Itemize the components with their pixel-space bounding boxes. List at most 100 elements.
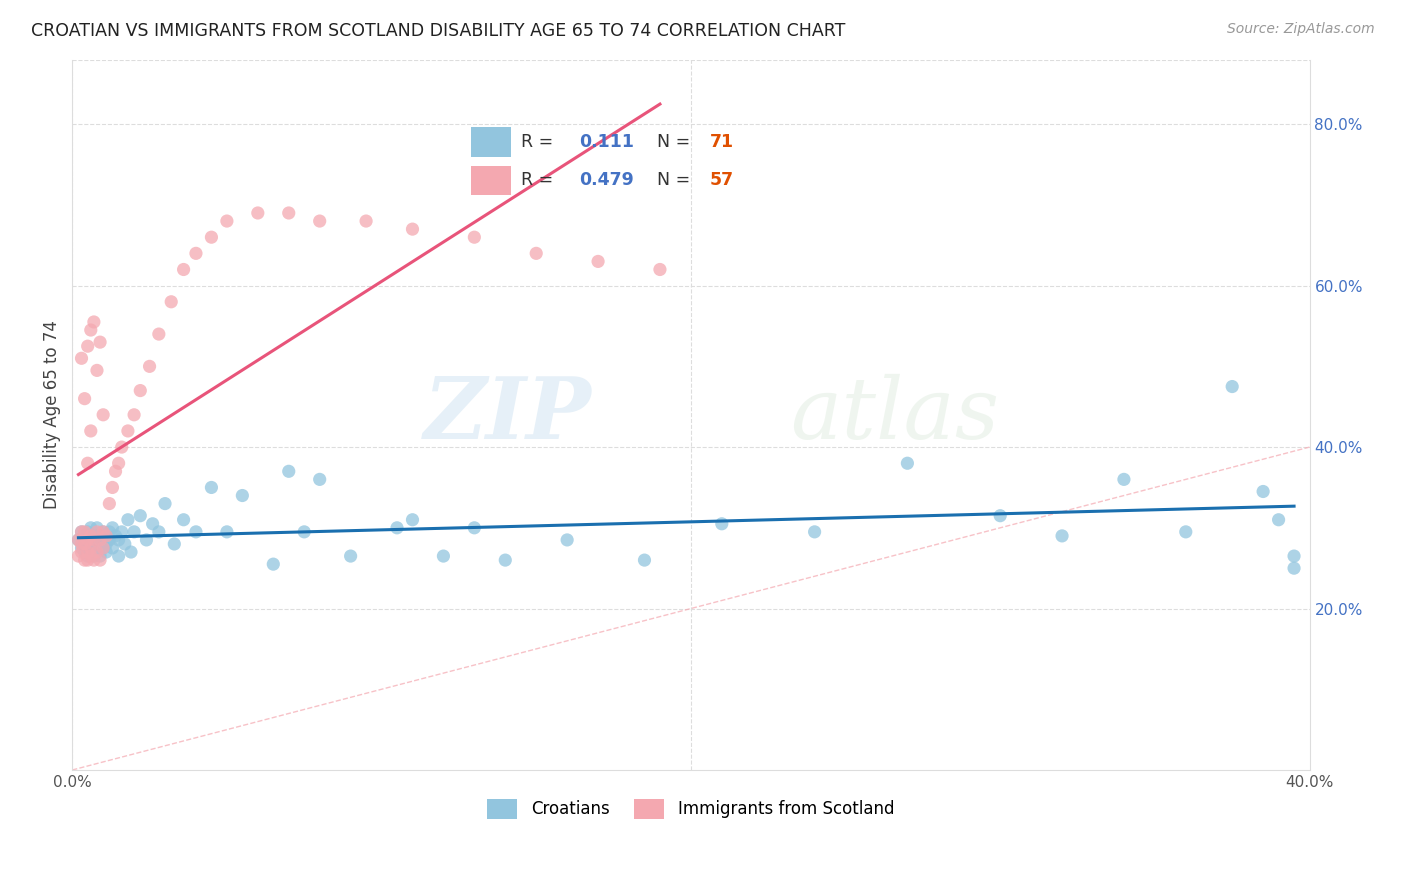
Point	[215, 524, 238, 539]
Point	[104, 464, 127, 478]
Point	[988, 508, 1011, 523]
Point	[83, 545, 105, 559]
Point	[308, 214, 330, 228]
Point	[1112, 472, 1135, 486]
Point	[896, 456, 918, 470]
Point	[385, 521, 408, 535]
Point	[98, 524, 121, 539]
Point	[86, 363, 108, 377]
Point	[104, 529, 127, 543]
Legend: Croatians, Immigrants from Scotland: Croatians, Immigrants from Scotland	[481, 792, 901, 826]
Point	[1251, 484, 1274, 499]
Point	[1174, 524, 1197, 539]
Point	[339, 549, 361, 563]
Point	[111, 524, 134, 539]
Point	[308, 472, 330, 486]
Point	[89, 529, 111, 543]
Point	[354, 214, 377, 228]
Point	[96, 529, 118, 543]
Point	[70, 545, 93, 559]
Point	[710, 516, 733, 531]
Text: ZIP: ZIP	[425, 373, 592, 457]
Point	[117, 513, 139, 527]
Point	[111, 440, 134, 454]
Point	[70, 524, 93, 539]
Point	[138, 359, 160, 374]
Point	[803, 524, 825, 539]
Point	[122, 524, 145, 539]
Point	[80, 549, 103, 563]
Point	[173, 513, 195, 527]
Point	[73, 545, 96, 559]
Point	[1220, 379, 1243, 393]
Point	[277, 464, 299, 478]
Point	[89, 335, 111, 350]
Point	[91, 408, 114, 422]
Point	[70, 541, 93, 555]
Point	[200, 230, 222, 244]
Point	[184, 524, 207, 539]
Point	[555, 533, 578, 547]
Point	[1282, 549, 1305, 563]
Point	[83, 315, 105, 329]
Point	[114, 537, 136, 551]
Point	[86, 521, 108, 535]
Point	[292, 524, 315, 539]
Point	[70, 537, 93, 551]
Point	[73, 537, 96, 551]
Point	[73, 524, 96, 539]
Point	[70, 524, 93, 539]
Point	[91, 524, 114, 539]
Point	[122, 408, 145, 422]
Point	[148, 524, 170, 539]
Point	[80, 521, 103, 535]
Point	[129, 384, 152, 398]
Point	[89, 553, 111, 567]
Point	[96, 537, 118, 551]
Point	[1267, 513, 1289, 527]
Point	[67, 533, 90, 547]
Point	[76, 533, 98, 547]
Point	[142, 516, 165, 531]
Point	[96, 545, 118, 559]
Point	[148, 327, 170, 342]
Point	[83, 553, 105, 567]
Point	[401, 513, 423, 527]
Point	[76, 339, 98, 353]
Point	[648, 262, 671, 277]
Point	[586, 254, 609, 268]
Text: Source: ZipAtlas.com: Source: ZipAtlas.com	[1227, 22, 1375, 37]
Point	[83, 549, 105, 563]
Point	[89, 533, 111, 547]
Point	[432, 549, 454, 563]
Point	[91, 533, 114, 547]
Point	[83, 533, 105, 547]
Point	[107, 533, 129, 547]
Text: atlas: atlas	[790, 374, 1000, 456]
Point	[524, 246, 547, 260]
Point	[80, 541, 103, 555]
Point	[120, 545, 142, 559]
Point	[107, 549, 129, 563]
Point	[91, 541, 114, 555]
Point	[76, 537, 98, 551]
Point	[98, 497, 121, 511]
Point	[463, 230, 485, 244]
Point	[101, 521, 124, 535]
Point	[73, 553, 96, 567]
Point	[80, 323, 103, 337]
Point	[184, 246, 207, 260]
Point	[1050, 529, 1073, 543]
Point	[160, 294, 183, 309]
Point	[262, 557, 284, 571]
Point	[277, 206, 299, 220]
Point	[117, 424, 139, 438]
Point	[73, 529, 96, 543]
Text: CROATIAN VS IMMIGRANTS FROM SCOTLAND DISABILITY AGE 65 TO 74 CORRELATION CHART: CROATIAN VS IMMIGRANTS FROM SCOTLAND DIS…	[31, 22, 845, 40]
Point	[76, 553, 98, 567]
Point	[1282, 561, 1305, 575]
Point	[231, 489, 253, 503]
Point	[200, 480, 222, 494]
Point	[463, 521, 485, 535]
Point	[98, 533, 121, 547]
